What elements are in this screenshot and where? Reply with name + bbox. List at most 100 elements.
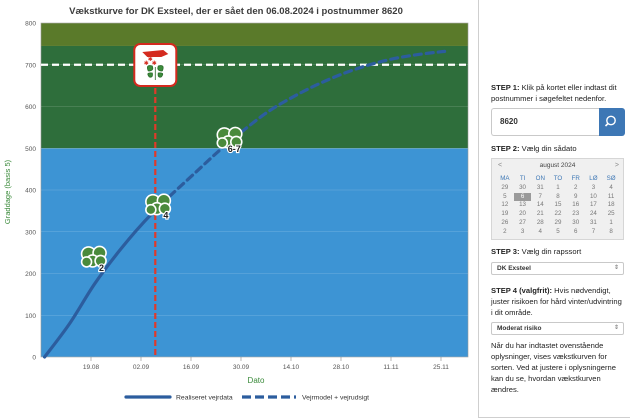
step1-label: STEP 1: (491, 83, 520, 92)
calendar-day[interactable]: 23 (572, 210, 580, 218)
step3-text: STEP 3: Vælg din rapssort (491, 246, 624, 257)
select-chevron-icon: ⇕ (613, 265, 619, 271)
calendar-day[interactable]: 1 (609, 218, 613, 226)
star-icon: ✱ (148, 56, 153, 63)
calendar-day[interactable]: 8 (556, 192, 560, 200)
calendar-day[interactable]: 10 (589, 192, 597, 200)
leaf-shape (229, 135, 243, 149)
calendar-day[interactable]: 6 (573, 227, 578, 235)
calendar-day[interactable]: 3 (591, 183, 596, 191)
date-picker[interactable]: < august 2024 > MA TI ON TO FR LØ SØ 29 30 31 1 2 3 4… (491, 158, 624, 240)
calendar-grid: MA TI ON TO FR LØ SØ 29 30 31 1 2 3 4 5 6 7 8 9 10 11 12 13 14 1… (496, 175, 620, 237)
weekday-label: TI (519, 175, 526, 182)
y-tick-label: 600 (25, 104, 36, 111)
y-tick-label: 200 (25, 271, 36, 278)
calendar-day[interactable]: 30 (572, 218, 580, 226)
risk-select-value: Moderat risiko (497, 325, 542, 332)
step4-text: STEP 4 (valgfrit): Hvis nødvendigt, just… (491, 285, 624, 318)
star-icon: ✱ (152, 60, 157, 67)
calendar-day[interactable]: 6 (513, 192, 532, 202)
growth-chart: Vækstkurve for DK Exsteel, der er sået d… (3, 6, 469, 402)
calendar-day[interactable]: 25 (607, 210, 615, 218)
calendar-day[interactable]: 31 (589, 218, 597, 226)
calendar-day[interactable]: 4 (609, 183, 613, 191)
weekday-label: SØ (606, 175, 616, 182)
x-tick-label: 11.11 (383, 364, 399, 371)
calendar-day[interactable]: 27 (519, 218, 526, 226)
calendar-day[interactable]: 2 (503, 227, 507, 235)
growth-stage-label: 2 (99, 263, 104, 273)
growth-stage-marker: 4 (145, 193, 172, 222)
plot-frame (40, 22, 469, 358)
calendar-day[interactable]: 13 (519, 201, 526, 209)
y-tick-label: 500 (25, 146, 36, 153)
calendar-day[interactable]: 5 (503, 192, 507, 200)
calendar-day[interactable]: 17 (589, 201, 597, 209)
chart-title: Vækstkurve for DK Exsteel, der er sået d… (69, 6, 403, 17)
prev-month-button[interactable]: < (498, 162, 503, 169)
calendar-day[interactable]: 29 (501, 183, 509, 191)
step1-text: STEP 1: Klik på kortet eller indtast dit… (491, 82, 624, 104)
calendar-day[interactable]: 2 (573, 183, 578, 191)
x-tick-label: 19.08 (83, 364, 100, 371)
leaf-shape (216, 137, 229, 149)
calendar-day[interactable]: 28 (536, 218, 544, 226)
risk-select[interactable]: Moderat risiko ⇕ (491, 322, 624, 335)
calendar-day[interactable]: 22 (554, 210, 562, 218)
seedling-shape (147, 65, 164, 80)
calendar-day[interactable]: 16 (572, 201, 580, 209)
growth-stage-marker: 6-7 (216, 126, 243, 155)
calendar-day[interactable]: 31 (536, 183, 544, 191)
growth-stage-label: 4 (163, 211, 168, 221)
next-month-button[interactable]: > (614, 162, 619, 169)
y-tick-label: 0 (32, 355, 36, 362)
calendar-day[interactable]: 21 (536, 210, 544, 218)
calendar-day[interactable]: 4 (538, 227, 542, 235)
calendar-day[interactable]: 29 (554, 218, 562, 226)
step3-label: STEP 3: (491, 247, 520, 256)
calendar-day[interactable]: 24 (589, 210, 597, 218)
calendar-day[interactable]: 26 (501, 218, 509, 226)
variety-select-value: DK Exsteel (497, 265, 531, 272)
calendar-day[interactable]: 12 (501, 201, 509, 209)
star-icon: ✱ (144, 60, 149, 67)
search-button[interactable] (599, 108, 625, 136)
growth-stage-label: 6-7 (228, 144, 241, 154)
y-tick-label: 100 (25, 313, 36, 320)
zone-band-0 (41, 148, 468, 357)
growth-stage-marker: 2 (80, 245, 107, 274)
variety-select[interactable]: DK Exsteel ⇕ (491, 262, 624, 275)
calendar-day[interactable]: 11 (607, 192, 615, 200)
calendar-day[interactable]: 15 (554, 201, 562, 209)
calendar-day[interactable]: 8 (609, 227, 613, 235)
forecast-curve (167, 49, 447, 198)
calendar-day[interactable]: 7 (591, 227, 596, 235)
leaf-shape (145, 203, 157, 216)
calendar-day[interactable]: 1 (556, 183, 560, 191)
realised-curve (42, 194, 172, 359)
select-chevron-icon: ⇕ (613, 325, 619, 331)
weekday-label: MA (500, 175, 510, 182)
calendar-day[interactable]: 5 (556, 227, 560, 235)
calendar-day[interactable]: 19 (501, 210, 509, 218)
calendar-day[interactable]: 20 (519, 210, 526, 218)
weekday-label: FR (571, 175, 580, 182)
y-tick-label: 800 (25, 21, 36, 28)
legend-label: Vejrmodel + vejrudsigt (302, 395, 369, 402)
step4-description: Hvis nødvendigt, juster risikoen for hår… (491, 286, 622, 317)
calendar-day[interactable]: 14 (536, 201, 544, 209)
footer-text: Når du har indtastet ovenstående oplysni… (491, 341, 616, 394)
step2-label: STEP 2: (491, 144, 520, 153)
calendar-header: < august 2024 > (492, 162, 625, 172)
calendar-day[interactable]: 30 (519, 183, 526, 191)
calendar-day[interactable]: 7 (538, 192, 542, 200)
postal-code-input[interactable]: 8620 (491, 108, 604, 136)
y-tick-label: 300 (25, 229, 36, 236)
calendar-day[interactable]: 3 (520, 227, 525, 235)
calendar-day[interactable]: 18 (607, 201, 615, 209)
step2-text: STEP 2: Vælg din sådato (491, 143, 624, 154)
rain-cloud-shape (142, 50, 169, 57)
step2-description: Vælg din sådato (519, 144, 577, 153)
calendar-day[interactable]: 9 (573, 192, 578, 200)
leaf-shape (80, 256, 93, 268)
